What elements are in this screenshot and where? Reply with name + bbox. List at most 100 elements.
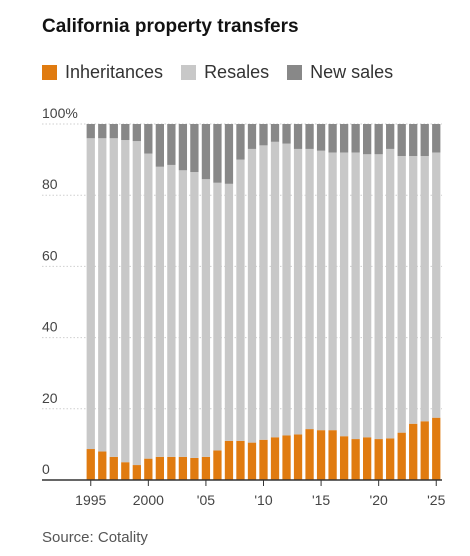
bar-new-sales-2009 xyxy=(247,124,257,149)
y-tick-label: 20 xyxy=(42,390,58,406)
bar-resales-2008 xyxy=(236,159,245,441)
bar-inheritances-2002 xyxy=(167,456,176,480)
bar-new-sales-2019 xyxy=(363,124,372,155)
bar-inheritances-2024 xyxy=(420,421,429,480)
y-tick-label: 80 xyxy=(42,176,58,192)
bar-resales-1998 xyxy=(121,140,130,463)
bar-new-sales-2008 xyxy=(236,124,245,160)
x-tick-label: '25 xyxy=(427,492,445,508)
bar-inheritances-2025 xyxy=(432,417,441,480)
bar-new-sales-2001 xyxy=(155,124,164,167)
bar-new-sales-1998 xyxy=(121,124,130,141)
bar-resales-2011 xyxy=(270,141,280,438)
bar-resales-2025 xyxy=(432,152,441,418)
bar-new-sales-2021 xyxy=(386,124,395,149)
x-tick-label: '05 xyxy=(197,492,215,508)
bar-inheritances-2013 xyxy=(293,434,303,480)
bar-inheritances-2007 xyxy=(224,440,234,480)
bar-inheritances-2019 xyxy=(363,437,372,480)
bar-resales-2012 xyxy=(282,143,291,436)
legend-item-inheritances: Inheritances xyxy=(42,62,163,83)
bar-inheritances-2017 xyxy=(339,436,349,480)
bar-inheritances-2018 xyxy=(351,439,360,480)
bar-inheritances-2011 xyxy=(270,437,280,480)
bar-inheritances-2004 xyxy=(190,457,199,480)
bar-resales-2022 xyxy=(397,156,406,433)
bar-new-sales-1999 xyxy=(132,124,141,142)
bar-resales-2019 xyxy=(363,154,372,438)
bar-resales-2020 xyxy=(374,154,383,440)
bar-resales-2014 xyxy=(305,148,314,430)
bar-new-sales-2007 xyxy=(224,124,234,184)
y-tick-label: 60 xyxy=(42,247,58,263)
legend: Inheritances Resales New sales xyxy=(42,62,411,83)
bar-resales-2006 xyxy=(213,182,222,451)
bar-inheritances-2009 xyxy=(247,442,257,480)
y-tick-label: 0 xyxy=(42,461,50,477)
source-note: Source: Cotality xyxy=(42,529,148,546)
bar-inheritances-1997 xyxy=(109,456,118,480)
x-tick-label: 1995 xyxy=(75,492,106,508)
bar-resales-2024 xyxy=(420,156,429,422)
bar-resales-2002 xyxy=(167,164,176,457)
bar-inheritances-1995 xyxy=(86,449,95,480)
bar-resales-2023 xyxy=(409,156,418,424)
bar-new-sales-2015 xyxy=(316,124,326,151)
bar-resales-2005 xyxy=(201,179,211,457)
bar-resales-2018 xyxy=(351,152,360,440)
bar-resales-2010 xyxy=(259,145,268,440)
bar-resales-2003 xyxy=(178,170,188,457)
bar-new-sales-1996 xyxy=(98,124,107,139)
bar-new-sales-2012 xyxy=(282,124,291,144)
bar-new-sales-2024 xyxy=(420,124,429,157)
bar-resales-2009 xyxy=(247,148,257,443)
bar-new-sales-1997 xyxy=(109,124,118,139)
bar-new-sales-2025 xyxy=(432,124,441,153)
bar-new-sales-2013 xyxy=(293,124,303,149)
x-tick-label: 2000 xyxy=(133,492,164,508)
bar-inheritances-1998 xyxy=(121,462,130,480)
bar-resales-2016 xyxy=(328,152,337,431)
bar-new-sales-2018 xyxy=(351,124,360,153)
bar-resales-2001 xyxy=(155,166,164,457)
legend-swatch-new-sales xyxy=(287,65,303,80)
x-tick-label: '15 xyxy=(312,492,330,508)
y-tick-label: 100% xyxy=(42,105,78,121)
bar-inheritances-2003 xyxy=(178,456,188,480)
bar-resales-2013 xyxy=(293,148,303,435)
bar-inheritances-2008 xyxy=(236,440,245,480)
bar-new-sales-2016 xyxy=(328,124,337,153)
bar-new-sales-2017 xyxy=(339,124,349,153)
bar-new-sales-2023 xyxy=(409,124,418,157)
bar-inheritances-2005 xyxy=(201,456,211,480)
bar-inheritances-2006 xyxy=(213,450,222,480)
bar-resales-2017 xyxy=(339,152,349,437)
bar-inheritances-2010 xyxy=(259,439,268,480)
bar-inheritances-2022 xyxy=(397,432,406,480)
bar-resales-2004 xyxy=(190,172,199,458)
bar-resales-2000 xyxy=(144,153,153,459)
bar-resales-1997 xyxy=(109,138,118,457)
legend-item-new-sales: New sales xyxy=(287,62,393,83)
bar-new-sales-2011 xyxy=(270,124,280,142)
bar-inheritances-2000 xyxy=(144,458,153,480)
bar-new-sales-2004 xyxy=(190,124,199,173)
bar-resales-2015 xyxy=(316,150,326,431)
bar-inheritances-2016 xyxy=(328,430,337,480)
chart-title: California property transfers xyxy=(42,16,299,37)
legend-label-inheritances: Inheritances xyxy=(65,62,164,82)
bar-new-sales-2000 xyxy=(144,124,153,154)
bar-new-sales-2014 xyxy=(305,124,314,149)
bar-inheritances-2023 xyxy=(409,423,418,480)
bar-new-sales-2010 xyxy=(259,124,268,146)
bar-inheritances-1999 xyxy=(132,465,141,480)
bar-resales-2007 xyxy=(224,183,234,441)
legend-label-resales: Resales xyxy=(204,62,270,82)
bar-resales-1999 xyxy=(132,141,141,466)
x-tick-label: '20 xyxy=(370,492,388,508)
legend-swatch-resales xyxy=(181,65,197,80)
bar-resales-1995 xyxy=(86,138,95,450)
y-tick-label: 40 xyxy=(42,319,58,335)
x-tick-label: '10 xyxy=(254,492,272,508)
